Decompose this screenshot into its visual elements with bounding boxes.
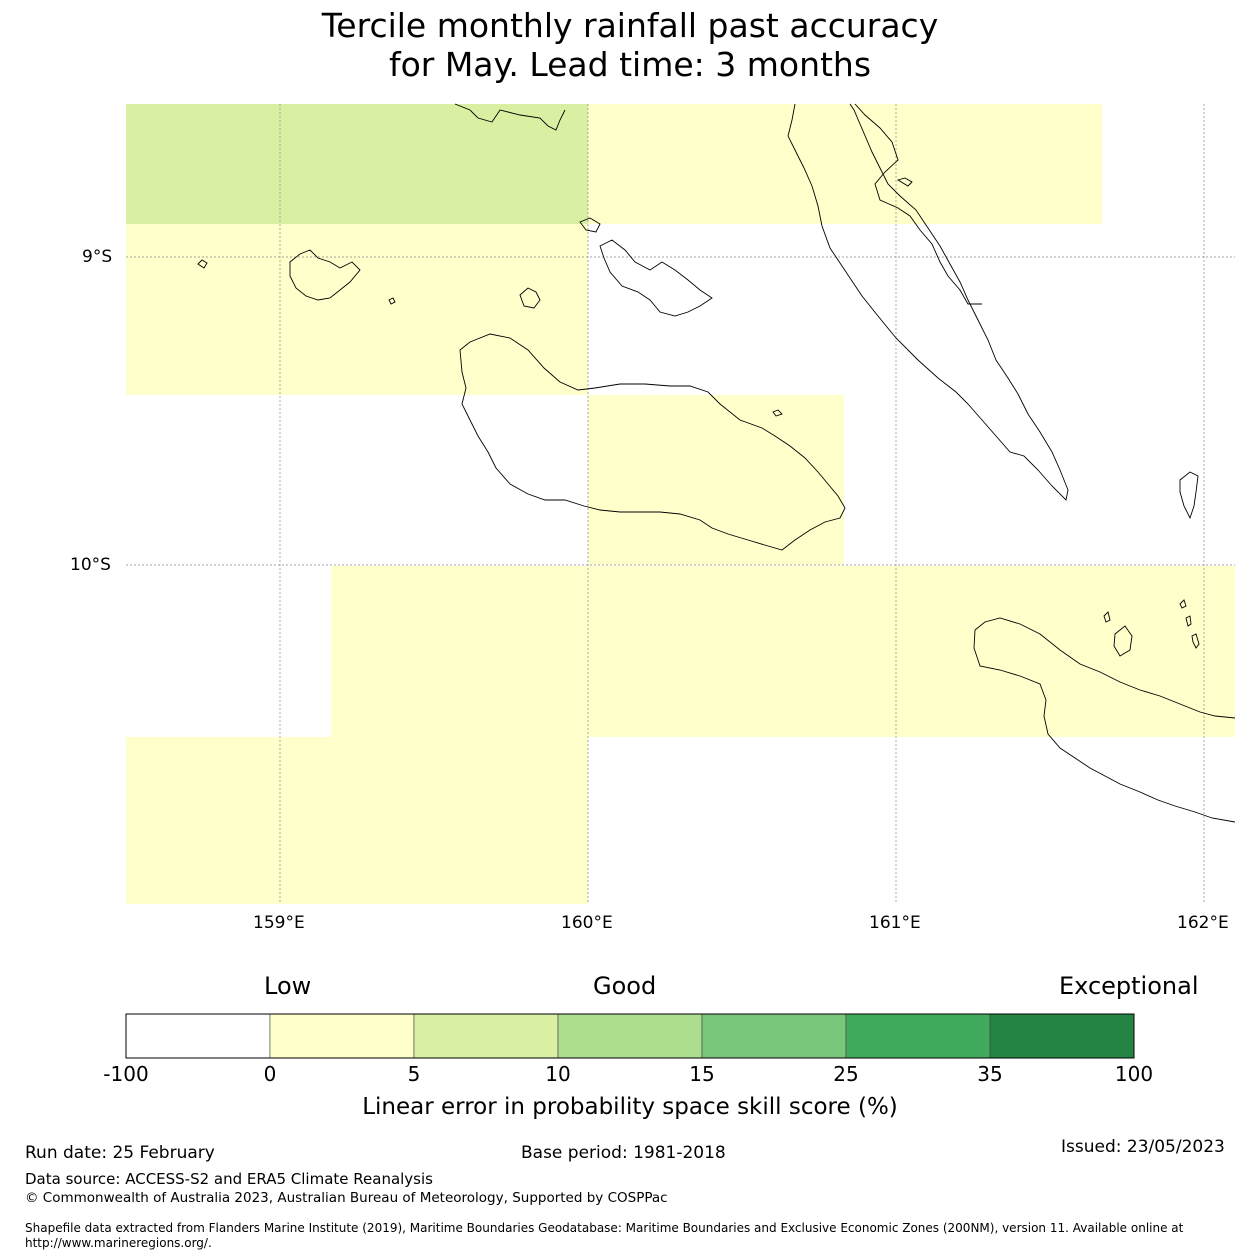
coastline-islet (772, 409, 783, 417)
colorbar-segment (845, 1013, 991, 1059)
data-source: Data source: ACCESS-S2 and ERA5 Climate … (25, 1170, 433, 1188)
colorbar-segments (125, 1013, 1135, 1059)
colorbar-segment (125, 1013, 271, 1059)
grid-cell-low (588, 395, 844, 565)
title-line-2: for May. Lead time: 3 months (388, 45, 872, 84)
coastline-florida-islands (599, 239, 713, 317)
shapefile-credit-line-2: http://www.marineregions.org/. (25, 1236, 212, 1250)
coastline-islet (1191, 633, 1200, 649)
colorbar-tick-label: 0 (263, 1062, 277, 1086)
colorbar-segment (269, 1013, 415, 1059)
skill-grid (126, 104, 1235, 904)
lon-label-162e: 162°E (1177, 913, 1229, 933)
coastline-eastern-isle (1179, 471, 1199, 520)
lon-label-160e: 160°E (561, 913, 613, 933)
colorbar-tick-label: 15 (689, 1062, 715, 1086)
coastline-malaita-north (854, 103, 982, 305)
colorbar-outline (125, 1013, 1135, 1059)
coastline-guadalcanal (459, 333, 846, 551)
colorbar-label-exceptional: Exceptional (1059, 972, 1199, 1000)
lon-label-159e: 159°E (253, 913, 305, 933)
coastline-savo (519, 287, 541, 309)
run-date: Run date: 25 February (25, 1143, 215, 1163)
lat-label-9s: 9°S (82, 247, 113, 267)
gridlines (126, 104, 1235, 904)
colorbar-tick-label: 5 (407, 1062, 421, 1086)
colorbar (125, 1013, 1135, 1059)
colorbar-segment (557, 1013, 703, 1059)
colorbar-tick-label: 35 (977, 1062, 1003, 1086)
coastline-islet (1179, 599, 1187, 609)
colorbar-segment (701, 1013, 847, 1059)
chart-title: Tercile monthly rainfall past accuracy f… (0, 6, 1260, 84)
colorbar-title: Linear error in probability space skill … (362, 1094, 898, 1120)
colorbar-label-low: Low (264, 972, 312, 1000)
grid-cell-low (588, 104, 1102, 224)
colorbar-segment (413, 1013, 559, 1059)
grid-cell-low (126, 737, 588, 904)
coastline-islet (579, 217, 601, 233)
grid-cell-good (126, 104, 588, 224)
coastline-makira-south (973, 629, 1236, 823)
shapefile-credit-line-1: Shapefile data extracted from Flanders M… (25, 1221, 1184, 1235)
coastline-ulawa (1113, 625, 1133, 657)
grid-cell-low (331, 566, 1235, 737)
issued-date: Issued: 23/05/2023 (1061, 1137, 1225, 1157)
coastline-islet (1103, 611, 1111, 623)
coastline-islet (896, 177, 913, 187)
title-line-1: Tercile monthly rainfall past accuracy (321, 6, 939, 45)
colorbar-tick-label: 100 (1114, 1062, 1154, 1086)
coastline-islet (1185, 615, 1192, 627)
coastline-malaita (787, 103, 1069, 501)
skill-map (126, 103, 1236, 904)
colorbar-tick-label: -100 (103, 1062, 149, 1086)
lat-label-10s: 10°S (70, 555, 111, 575)
coastline-nggela-north (454, 103, 566, 131)
coastline-russell-islands (289, 249, 361, 301)
coastline-islet (388, 297, 396, 305)
coastline-islet (197, 259, 208, 269)
lon-label-161e: 161°E (869, 913, 921, 933)
colorbar-segment (989, 1013, 1135, 1059)
coastlines (197, 103, 1236, 823)
colorbar-label-good: Good (593, 972, 657, 1000)
base-period: Base period: 1981-2018 (521, 1143, 726, 1163)
grid-cell-low (126, 224, 588, 395)
copyright: © Commonwealth of Australia 2023, Austra… (25, 1190, 668, 1206)
colorbar-tick-label: 10 (545, 1062, 571, 1086)
colorbar-tick-label: 25 (833, 1062, 859, 1086)
coastline-makira (974, 617, 1236, 719)
